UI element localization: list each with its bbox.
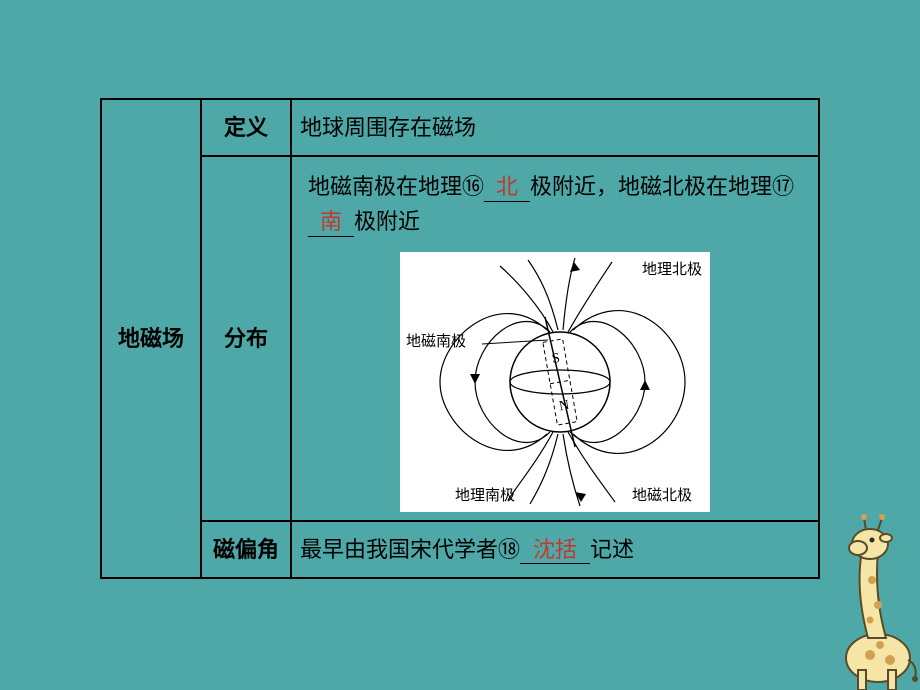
table-row: 磁偏角 最早由我国宋代学者⑱ 沈括记述 (101, 521, 819, 578)
table-row: 分布 地磁南极在地理⑯北极附近，地磁北极在地理⑰ 南极附近 (101, 156, 819, 520)
blank-18-answer: 沈括 (533, 537, 577, 562)
distribution-label: 分布 (224, 326, 268, 351)
definition-label: 定义 (224, 115, 268, 140)
diagram-svg: S N (400, 252, 710, 512)
definition-label-cell: 定义 (201, 99, 291, 156)
row-header-cell: 地磁场 (101, 99, 201, 578)
blank-16-answer: 北 (496, 174, 518, 199)
blank-number: ⑰ (772, 169, 794, 204)
declination-content-cell: 最早由我国宋代学者⑱ 沈括记述 (291, 521, 819, 578)
declination-label: 磁偏角 (213, 537, 279, 562)
label-mag-south: 地磁南极 (406, 330, 466, 354)
declination-label-cell: 磁偏角 (201, 521, 291, 578)
row-header-text: 地磁场 (118, 326, 184, 351)
s-pole-letter: S (551, 350, 561, 366)
label-geo-south: 地理南极 (455, 484, 515, 508)
label-geo-north: 地理北极 (642, 258, 702, 282)
distribution-text: 地磁南极在地理⑯北极附近，地磁北极在地理⑰ 南极附近 (300, 165, 810, 251)
blank-16: 北 (484, 174, 530, 201)
text-part: 记述 (590, 537, 634, 562)
field-lines (440, 258, 685, 506)
content-table: 地磁场 定义 地球周围存在磁场 分布 地磁南极在地理⑯北极附近，地磁北极在地理⑰… (100, 98, 820, 579)
text-part: 最早由我国宋代学者 (300, 537, 498, 562)
blank-18: 沈括 (520, 537, 590, 564)
definition-content: 地球周围存在磁场 (300, 115, 476, 140)
label-mag-north: 地磁北极 (632, 484, 692, 508)
text-part: 极附近，地磁北极在地理 (530, 174, 772, 199)
text-part: 极附近 (354, 209, 420, 234)
text-part: 地磁南极在地理 (308, 174, 462, 199)
giraffe-decoration-icon (800, 510, 920, 690)
blank-number: ⑯ (462, 169, 484, 204)
blank-17-answer: 南 (320, 209, 342, 234)
geomagnetic-table: 地磁场 定义 地球周围存在磁场 分布 地磁南极在地理⑯北极附近，地磁北极在地理⑰… (100, 98, 820, 579)
distribution-content-cell: 地磁南极在地理⑯北极附近，地磁北极在地理⑰ 南极附近 (291, 156, 819, 520)
blank-17: 南 (308, 209, 354, 236)
table-row: 地磁场 定义 地球周围存在磁场 (101, 99, 819, 156)
distribution-label-cell: 分布 (201, 156, 291, 520)
blank-number: ⑱ (498, 532, 520, 567)
definition-content-cell: 地球周围存在磁场 (291, 99, 819, 156)
n-pole-letter: N (558, 397, 571, 414)
earth-magnetic-diagram: S N (400, 252, 710, 512)
